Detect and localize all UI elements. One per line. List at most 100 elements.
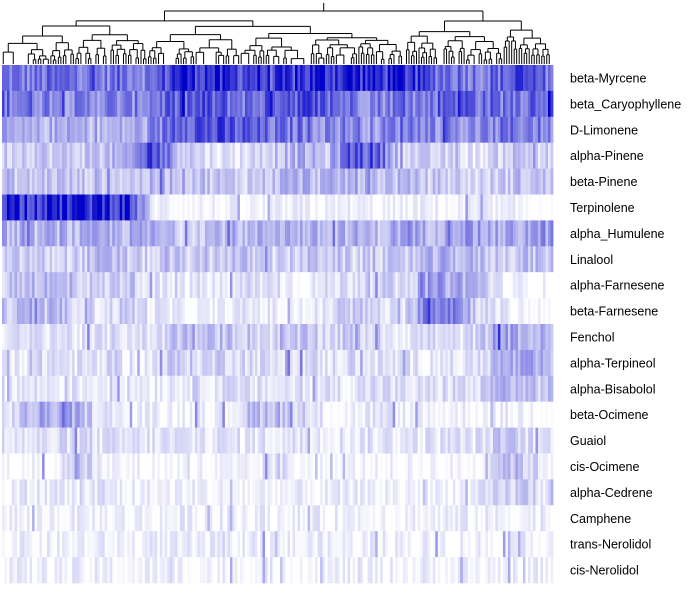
heatmap-cell bbox=[144, 168, 148, 195]
heatmap-cell bbox=[507, 505, 511, 532]
heatmap-cell bbox=[420, 220, 424, 247]
heatmap-cell bbox=[480, 349, 484, 377]
heatmap-cell bbox=[187, 324, 191, 351]
heatmap-cell bbox=[517, 375, 521, 402]
heatmap-cell bbox=[462, 324, 466, 351]
heatmap-cell bbox=[300, 531, 303, 558]
heatmap-cell bbox=[305, 349, 308, 377]
heatmap-cell bbox=[174, 531, 178, 558]
heatmap-cell bbox=[94, 272, 98, 299]
heatmap-cell bbox=[127, 168, 131, 195]
heatmap-cell bbox=[242, 427, 246, 454]
heatmap-cell bbox=[209, 194, 213, 221]
heatmap-cell bbox=[114, 349, 118, 377]
heatmap-cell bbox=[37, 453, 40, 480]
heatmap-cell bbox=[199, 505, 203, 532]
heatmap-cell bbox=[239, 505, 243, 532]
heatmap-cell bbox=[282, 142, 286, 169]
heatmap-cell bbox=[114, 65, 118, 92]
heatmap-cell bbox=[297, 505, 301, 532]
heatmap-cell bbox=[317, 298, 321, 325]
heatmap-cell bbox=[380, 168, 384, 195]
heatmap-cell bbox=[482, 324, 486, 351]
heatmap-cell bbox=[387, 246, 391, 273]
heatmap-cell bbox=[22, 505, 25, 532]
heatmap-cell bbox=[232, 90, 236, 118]
heatmap-cell bbox=[437, 324, 441, 351]
heatmap-cell bbox=[457, 65, 461, 92]
heatmap-cell bbox=[47, 194, 50, 221]
heatmap-cell bbox=[535, 220, 539, 247]
heatmap-cell bbox=[492, 220, 496, 247]
heatmap-cell bbox=[350, 168, 354, 195]
heatmap-cell bbox=[262, 349, 266, 377]
heatmap-cell bbox=[492, 505, 496, 532]
heatmap-cell bbox=[530, 375, 534, 402]
heatmap-cell bbox=[472, 246, 476, 273]
heatmap-cell bbox=[382, 90, 386, 118]
heatmap-cell bbox=[179, 220, 183, 247]
heatmap-cell bbox=[322, 168, 326, 195]
heatmap-cell bbox=[117, 194, 121, 221]
heatmap-cell bbox=[347, 427, 351, 454]
heatmap-cell bbox=[477, 557, 481, 584]
heatmap-cell bbox=[117, 479, 121, 506]
heatmap-cell bbox=[32, 246, 35, 273]
heatmap-cell bbox=[172, 194, 176, 221]
heatmap-cell bbox=[312, 401, 316, 428]
heatmap-cell bbox=[112, 142, 116, 169]
heatmap-cell bbox=[340, 168, 344, 195]
heatmap-cell bbox=[109, 557, 113, 584]
heatmap-cell bbox=[457, 90, 461, 118]
heatmap-cell bbox=[502, 90, 506, 118]
heatmap-cell bbox=[415, 349, 419, 377]
heatmap-cell bbox=[292, 557, 296, 584]
heatmap-cell bbox=[405, 505, 409, 532]
heatmap-cell bbox=[550, 65, 554, 92]
heatmap-cell bbox=[305, 505, 308, 532]
heatmap-cell bbox=[277, 453, 281, 480]
heatmap-cell bbox=[275, 220, 278, 247]
heatmap-cell bbox=[435, 194, 439, 221]
heatmap-cell bbox=[455, 349, 459, 377]
row-label: D-Limonene bbox=[570, 123, 638, 137]
heatmap-cell bbox=[465, 246, 469, 273]
heatmap-cell bbox=[400, 401, 404, 428]
heatmap-cell bbox=[410, 194, 414, 221]
heatmap-cell bbox=[252, 298, 256, 325]
heatmap-cell bbox=[512, 531, 516, 558]
heatmap-cell bbox=[37, 557, 40, 584]
heatmap-cell bbox=[520, 349, 524, 377]
heatmap-cell bbox=[512, 427, 516, 454]
heatmap-cell bbox=[367, 349, 371, 377]
heatmap-cell bbox=[442, 505, 446, 532]
heatmap-cell bbox=[77, 142, 81, 169]
heatmap-cell bbox=[77, 220, 81, 247]
heatmap-cell bbox=[437, 375, 441, 402]
heatmap-cell bbox=[465, 427, 469, 454]
heatmap-cell bbox=[320, 272, 323, 299]
heatmap-cell bbox=[380, 65, 384, 92]
heatmap-cell bbox=[545, 142, 549, 169]
heatmap-cell bbox=[42, 401, 45, 428]
heatmap-cell bbox=[277, 116, 281, 143]
heatmap-cell bbox=[249, 194, 253, 221]
heatmap-cell bbox=[320, 453, 323, 480]
heatmap-cell bbox=[272, 298, 276, 325]
heatmap-cell bbox=[84, 531, 88, 558]
heatmap-cell bbox=[542, 375, 546, 402]
heatmap-cell bbox=[465, 272, 469, 299]
heatmap-cell bbox=[460, 375, 464, 402]
heatmap-cell bbox=[345, 375, 349, 402]
heatmap-cell bbox=[282, 401, 286, 428]
heatmap-cell bbox=[142, 324, 146, 351]
heatmap-cell bbox=[152, 557, 156, 584]
heatmap-cell bbox=[327, 453, 331, 480]
heatmap-cell bbox=[14, 90, 18, 118]
heatmap-cell bbox=[422, 324, 426, 351]
heatmap-cell bbox=[517, 90, 521, 118]
heatmap-cell bbox=[405, 116, 409, 143]
heatmap-cell bbox=[470, 427, 474, 454]
heatmap-cell bbox=[212, 453, 216, 480]
heatmap-cell bbox=[19, 427, 23, 454]
